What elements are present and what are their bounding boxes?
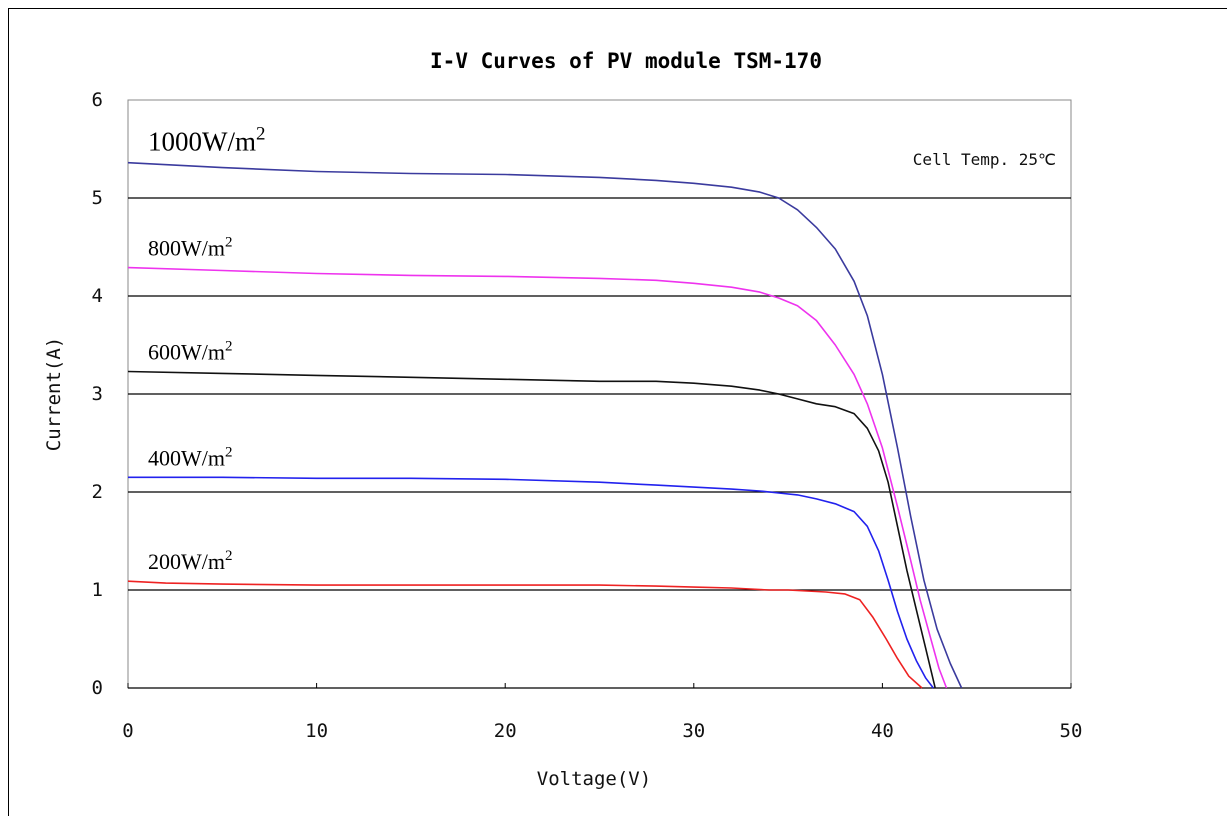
series-label: 800W/m2 — [148, 235, 233, 261]
series-label-superscript: 2 — [225, 548, 233, 564]
series-line-600w — [127, 370, 936, 689]
series-label-text: 200W/m — [148, 549, 225, 574]
series-label-text: 800W/m — [148, 236, 225, 261]
y-tick-label: 0 — [92, 677, 103, 699]
chart-frame — [8, 8, 1227, 816]
x-tick-label: 30 — [682, 720, 705, 742]
series-label-superscript: 2 — [225, 338, 233, 354]
series-line-400w — [128, 476, 934, 689]
series-line-1000w — [127, 161, 963, 689]
series-label-superscript: 2 — [225, 235, 233, 251]
series-line-200w — [127, 580, 923, 689]
series-label-text: 400W/m — [148, 445, 225, 470]
y-tick-label: 1 — [92, 579, 103, 601]
series-label: 200W/m2 — [148, 548, 233, 574]
x-tick-label: 40 — [871, 720, 894, 742]
grid-lines — [128, 197, 1071, 689]
series-label-superscript: 2 — [256, 124, 266, 145]
y-tick-label: 3 — [92, 383, 103, 405]
x-axis: 0 10 20 30 40 50 — [122, 683, 1082, 742]
y-tick-label: 2 — [92, 481, 103, 503]
x-tick-label: 20 — [494, 720, 517, 742]
series-label: 600W/m2 — [148, 338, 233, 364]
x-tick-label: 0 — [122, 720, 133, 742]
series-label-text: 600W/m — [148, 339, 225, 364]
series-label: 400W/m2 — [148, 444, 233, 470]
y-axis-title: Current(A) — [43, 337, 65, 451]
cell-temp-note: Cell Temp. 25℃ — [913, 150, 1056, 169]
x-tick-label: 50 — [1060, 720, 1083, 742]
chart-title: I-V Curves of PV module TSM-170 — [430, 49, 822, 73]
y-tick-label: 6 — [92, 89, 103, 111]
series-label: 1000W/m2 — [148, 124, 266, 157]
y-tick-label: 4 — [92, 285, 103, 307]
y-axis: 0 1 2 3 4 5 6 — [92, 89, 103, 699]
series-label-text: 1000W/m — [148, 127, 256, 157]
x-tick-label: 10 — [305, 720, 328, 742]
series-line-800w — [127, 266, 948, 689]
x-axis-title: Voltage(V) — [537, 768, 651, 790]
y-tick-label: 5 — [92, 187, 103, 209]
curves — [127, 161, 963, 689]
series-label-superscript: 2 — [225, 444, 233, 460]
